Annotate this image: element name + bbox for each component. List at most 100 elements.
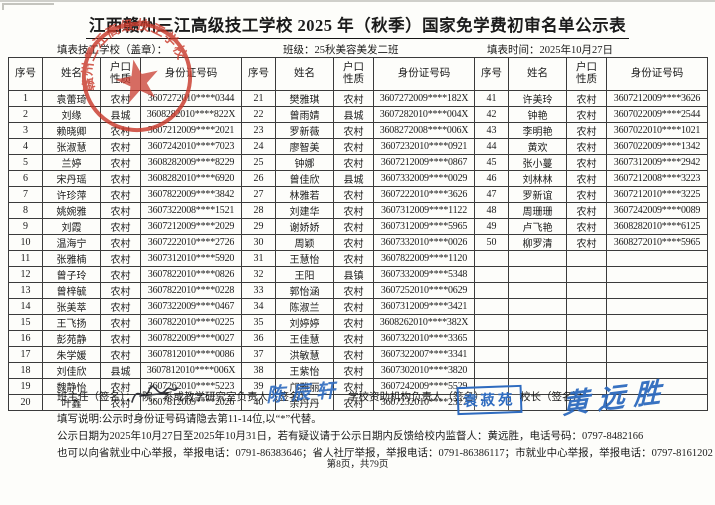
name-cell (508, 282, 567, 299)
name-cell: 曾梓毓 (42, 282, 101, 299)
id-cell: 3607822010****0225 (140, 314, 242, 331)
table-row: 10 温海宁 农村 3607222010****2726 30 周颖 农村 360733201… (8, 234, 708, 251)
serial-cell: 21 (241, 90, 276, 107)
serial-cell: 17 (8, 346, 43, 363)
id-cell: 3607312009****2942 (606, 154, 708, 171)
hukou-cell: 农村 (566, 154, 607, 171)
name-cell: 张雅楠 (42, 250, 101, 267)
hukou-cell: 农村 (333, 202, 374, 219)
name-cell: 王慧怡 (275, 250, 334, 267)
name-cell: 钟艳 (508, 106, 567, 123)
id-cell (606, 250, 708, 267)
serial-cell: 48 (474, 202, 509, 219)
name-cell: 周颖 (275, 234, 334, 251)
hukou-cell: 农村 (333, 154, 374, 171)
hukou-cell: 农村 (333, 330, 374, 347)
serial-cell: 14 (8, 298, 43, 315)
serial-cell: 46 (474, 170, 509, 187)
name-cell: 刘霞 (42, 218, 101, 235)
hukou-cell (566, 266, 607, 283)
name-cell: 王飞扬 (42, 314, 101, 331)
name-cell: 卢飞艳 (508, 218, 567, 235)
class-name-label: 班级：25秋美容美发二班 (283, 45, 399, 56)
serial-cell (474, 362, 509, 379)
hukou-cell: 农村 (100, 346, 141, 363)
dept-head-sign-label: 院、系或教学研究室负责人（签名）： (142, 392, 316, 403)
hukou-cell: 农村 (333, 362, 374, 379)
name-cell (508, 250, 567, 267)
id-cell: 3607332009****0029 (373, 170, 475, 187)
name-cell: 刘婷婷 (275, 314, 334, 331)
id-cell (606, 330, 708, 347)
table-row: 5 兰婷 农村 3608282009****8229 25 钟娜 农村 3607212009*… (8, 154, 708, 171)
serial-cell: 41 (474, 90, 509, 107)
scan-edge-artifact (0, 0, 715, 2)
table-row: 7 许珍萍 农村 3607822009****3842 27 林雅若 农村 360722201… (8, 186, 708, 203)
form-info-row: 填表技工学校（盖章）： 班级：25秋美容美发二班 填表时间：2025年10月27… (0, 42, 715, 56)
serial-cell: 16 (8, 330, 43, 347)
id-cell: 3607022009****1342 (606, 138, 708, 155)
id-cell (606, 346, 708, 363)
id-cell: 3607822009****3842 (140, 186, 242, 203)
col-header-serial: 序号 (8, 57, 43, 91)
name-cell: 刘建华 (275, 202, 334, 219)
col-header-name: 姓名 (42, 57, 101, 91)
id-cell (606, 362, 708, 379)
serial-cell: 31 (241, 250, 276, 267)
note-publicity-period: 公示日期为2025年10月27日至2025年10月31日，若有疑议请于公示日期内… (57, 431, 644, 442)
hukou-cell: 农村 (100, 202, 141, 219)
name-cell: 许珍萍 (42, 186, 101, 203)
serial-cell: 34 (241, 298, 276, 315)
fill-date-label: 填表时间：2025年10月27日 (487, 45, 613, 56)
serial-cell: 43 (474, 122, 509, 139)
name-cell: 王阳 (275, 266, 334, 283)
serial-cell: 45 (474, 154, 509, 171)
name-cell: 黄欢 (508, 138, 567, 155)
serial-cell: 2 (8, 106, 43, 123)
hukou-cell: 农村 (100, 170, 141, 187)
serial-cell: 10 (8, 234, 43, 251)
principal-sign-label: 校长（签名）： (520, 392, 589, 403)
table-row: 2 刘缘 县城 3608282010****822X 22 曾雨婧 县城 3607282010… (8, 106, 708, 123)
name-cell: 兰婷 (42, 154, 101, 171)
name-cell: 姚婉雅 (42, 202, 101, 219)
serial-cell: 7 (8, 186, 43, 203)
id-cell: 3607822010****0228 (140, 282, 242, 299)
name-cell: 曾雨婧 (275, 106, 334, 123)
id-cell: 3608272010****5965 (606, 234, 708, 251)
name-cell: 曾佳欣 (275, 170, 334, 187)
note-report-hotlines: 也可以向省就业中心举报，举报电话：0791-86383646；省人社厅举报，举报… (57, 448, 713, 459)
serial-cell: 30 (241, 234, 276, 251)
table-row: 12 曾子玲 农村 3607822010****0826 32 王阳 县镇 360733200… (8, 266, 708, 283)
hukou-cell (566, 250, 607, 267)
table-row: 14 张美萃 农村 3607322009****0467 34 陈淑兰 农村 36073120… (8, 298, 708, 315)
serial-cell: 24 (241, 138, 276, 155)
name-cell: 陈淑兰 (275, 298, 334, 315)
id-cell: 3608282009****8229 (140, 154, 242, 171)
col-header-name: 姓名 (508, 57, 567, 91)
serial-cell: 35 (241, 314, 276, 331)
serial-cell: 27 (241, 186, 276, 203)
name-cell: 叶鑫 (42, 394, 101, 411)
hukou-cell: 农村 (333, 282, 374, 299)
hukou-cell: 县城 (333, 170, 374, 187)
hukou-cell: 农村 (566, 186, 607, 203)
serial-cell: 47 (474, 186, 509, 203)
serial-cell: 11 (8, 250, 43, 267)
id-cell: 3607272009****182X (373, 90, 475, 107)
serial-cell: 50 (474, 234, 509, 251)
serial-cell: 1 (8, 90, 43, 107)
id-cell: 3607322008****1521 (140, 202, 242, 219)
hukou-cell: 农村 (100, 154, 141, 171)
hukou-cell: 农村 (566, 106, 607, 123)
hukou-cell: 农村 (100, 266, 141, 283)
col-header-id: 身份证号码 (373, 57, 475, 91)
name-cell (508, 298, 567, 315)
id-cell: 3607212009****0867 (373, 154, 475, 171)
name-cell: 李明艳 (508, 122, 567, 139)
name-cell (508, 314, 567, 331)
id-cell: 3608282010****6125 (606, 218, 708, 235)
name-cell: 赖晓卿 (42, 122, 101, 139)
id-cell: 3607252010****0629 (373, 282, 475, 299)
id-cell: 3608272008****006X (373, 122, 475, 139)
